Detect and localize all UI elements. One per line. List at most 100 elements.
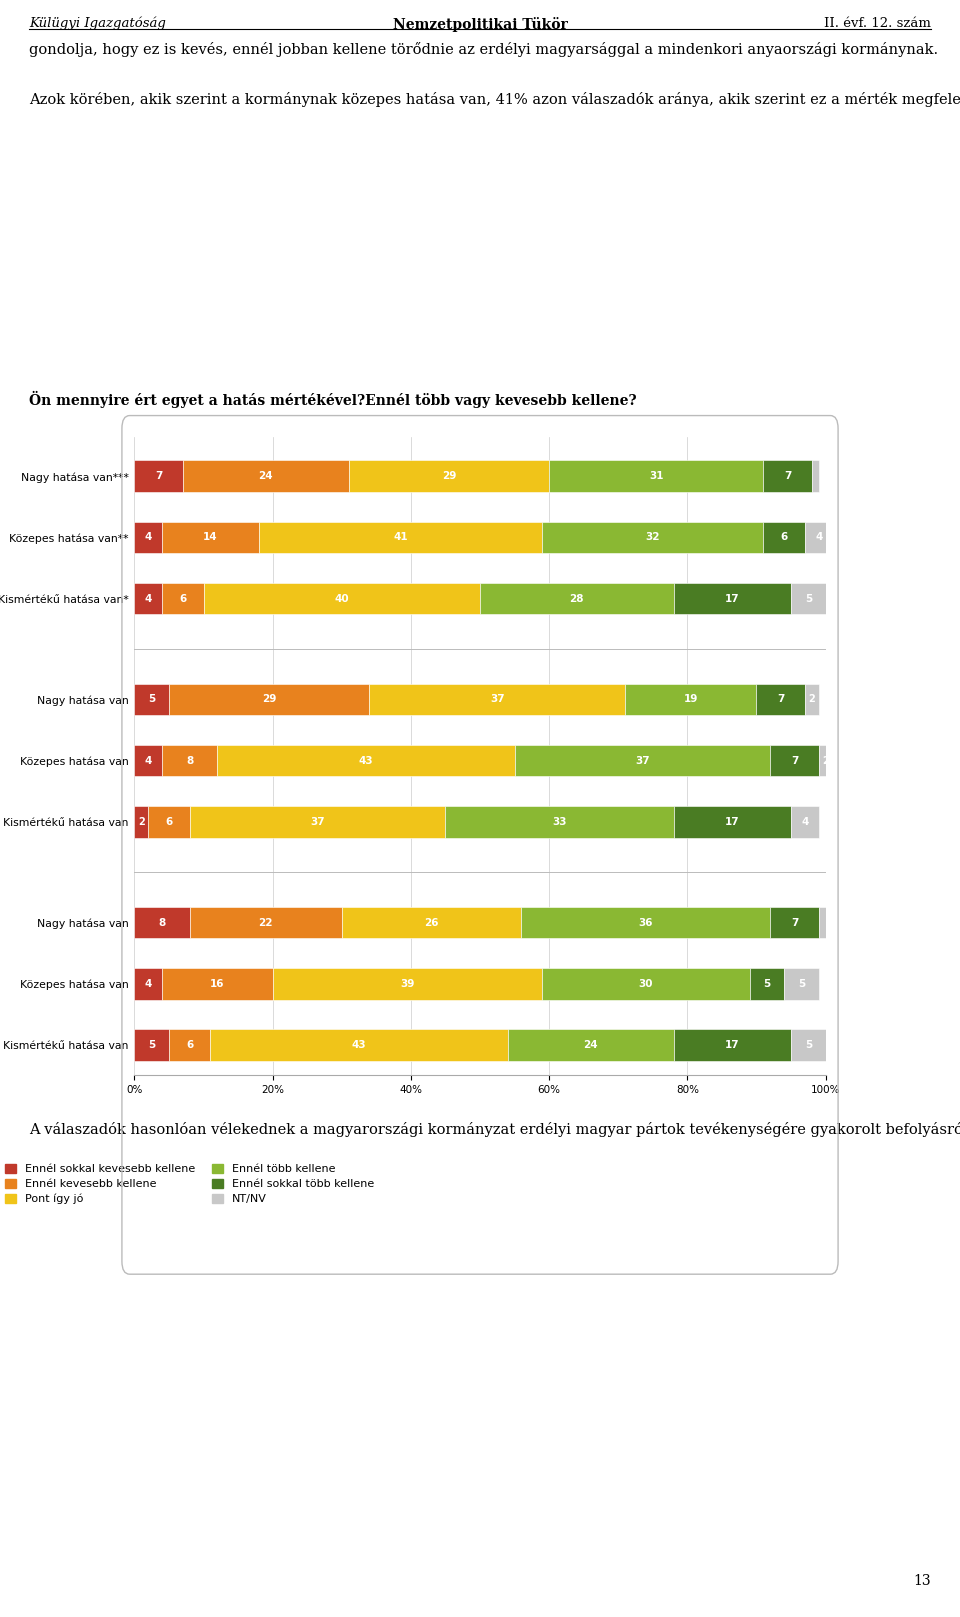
Text: Nemzetpolitikai Tükör: Nemzetpolitikai Tükör (393, 16, 567, 32)
Bar (770, 907, 819, 938)
Bar (804, 522, 832, 553)
Bar (812, 461, 819, 492)
Text: 5: 5 (148, 1040, 156, 1049)
Bar (756, 684, 804, 715)
Text: Azok körében, akik szerint a kormánynak közepes hatása van, 41% azon válaszadók : Azok körében, akik szerint a kormánynak … (29, 92, 960, 107)
Bar (763, 461, 812, 492)
Text: 28: 28 (569, 593, 584, 603)
Text: 2: 2 (822, 755, 829, 765)
Text: 40: 40 (334, 593, 349, 603)
Text: 17: 17 (725, 817, 739, 826)
Text: A válaszadók hasonlóan vélekednek a magyarországi kormányzat erdélyi magyar párt: A válaszadók hasonlóan vélekednek a magy… (29, 1122, 960, 1137)
Text: 4: 4 (802, 817, 808, 826)
Bar (791, 582, 826, 614)
Bar (445, 805, 674, 838)
Text: 6: 6 (165, 817, 173, 826)
Text: 26: 26 (424, 917, 439, 928)
Bar (134, 522, 162, 553)
Bar (162, 522, 259, 553)
Bar (134, 461, 182, 492)
Bar (348, 461, 549, 492)
Text: 6: 6 (180, 593, 186, 603)
Text: Külügyi Igazgatóság: Külügyi Igazgatóság (29, 16, 166, 31)
Text: 5: 5 (804, 593, 812, 603)
Bar (342, 907, 521, 938)
Text: 7: 7 (777, 694, 784, 705)
Bar (542, 522, 763, 553)
Bar (210, 1028, 508, 1061)
Text: 43: 43 (351, 1040, 367, 1049)
Bar (763, 522, 804, 553)
Text: 17: 17 (725, 1040, 739, 1049)
Bar (674, 805, 791, 838)
Text: 31: 31 (649, 471, 663, 482)
Text: Ön mennyire ért egyet a hatás mértékével?Ennél több vagy kevesebb kellene?: Ön mennyire ért egyet a hatás mértékével… (29, 391, 636, 409)
Text: II. évf. 12. szám: II. évf. 12. szám (825, 16, 931, 31)
Text: 29: 29 (442, 471, 456, 482)
Bar (134, 907, 190, 938)
Bar (259, 522, 542, 553)
Bar (515, 745, 770, 776)
Bar (770, 745, 819, 776)
Text: 32: 32 (645, 532, 660, 542)
Bar (542, 967, 750, 999)
Bar (791, 805, 819, 838)
Bar (148, 805, 190, 838)
Text: 8: 8 (186, 755, 193, 765)
Text: 39: 39 (400, 978, 415, 988)
Text: 5: 5 (798, 978, 805, 988)
Text: 5: 5 (804, 1040, 812, 1049)
Bar (134, 805, 148, 838)
Bar (134, 967, 162, 999)
Text: 41: 41 (394, 532, 408, 542)
Bar (190, 805, 445, 838)
Bar (521, 907, 770, 938)
Bar (134, 745, 162, 776)
Text: 36: 36 (638, 917, 653, 928)
Bar (134, 582, 162, 614)
Text: 6: 6 (780, 532, 788, 542)
Text: 6: 6 (186, 1040, 193, 1049)
Text: 16: 16 (210, 978, 225, 988)
Text: 5: 5 (763, 978, 771, 988)
Bar (370, 684, 625, 715)
Bar (791, 1028, 826, 1061)
Text: 37: 37 (636, 755, 650, 765)
Text: 2: 2 (138, 817, 145, 826)
Text: 4: 4 (145, 978, 152, 988)
Text: 8: 8 (158, 917, 166, 928)
Bar (162, 745, 217, 776)
Bar (134, 1028, 169, 1061)
Bar (819, 745, 832, 776)
Bar (217, 745, 515, 776)
Bar (169, 684, 370, 715)
Text: 24: 24 (584, 1040, 598, 1049)
Text: 7: 7 (784, 471, 791, 482)
Text: 2: 2 (808, 694, 815, 705)
Text: gondolja, hogy ez is kevés, ennél jobban kellene törődnie az erdélyi magyarságga: gondolja, hogy ez is kevés, ennél jobban… (29, 42, 938, 57)
Bar (804, 684, 819, 715)
Bar (480, 582, 674, 614)
Text: 29: 29 (262, 694, 276, 705)
Text: 37: 37 (490, 694, 505, 705)
Text: 7: 7 (791, 917, 798, 928)
Bar (162, 582, 204, 614)
Text: 4: 4 (815, 532, 823, 542)
Text: 19: 19 (684, 694, 698, 705)
Bar (204, 582, 480, 614)
Text: 7: 7 (791, 755, 798, 765)
Bar (162, 967, 273, 999)
Text: 37: 37 (310, 817, 324, 826)
Text: 17: 17 (725, 593, 739, 603)
Text: 13: 13 (914, 1573, 931, 1588)
Bar (508, 1028, 674, 1061)
Bar (169, 1028, 210, 1061)
Bar (549, 461, 763, 492)
Bar (625, 684, 756, 715)
Text: 14: 14 (204, 532, 218, 542)
Bar (273, 967, 542, 999)
Text: 22: 22 (258, 917, 273, 928)
Text: 43: 43 (359, 755, 373, 765)
Text: 30: 30 (638, 978, 653, 988)
Bar (674, 582, 791, 614)
